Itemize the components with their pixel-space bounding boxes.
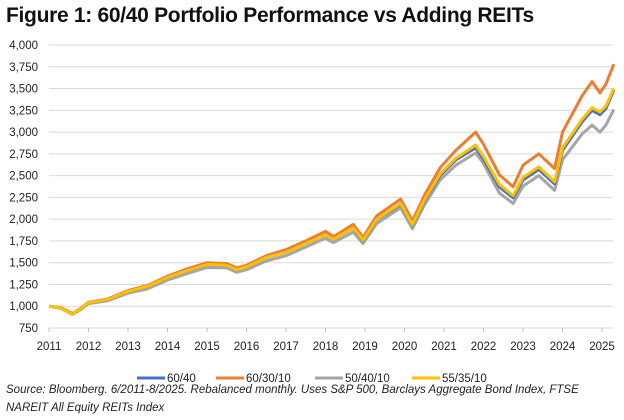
- source-note-line1: Source: Bloomberg. 6/2011-8/2025. Rebala…: [6, 384, 579, 396]
- x-tick-label: 2013: [115, 341, 141, 353]
- x-tick-label: 2016: [234, 341, 260, 353]
- x-tick-label: 2019: [352, 341, 378, 353]
- x-tick-label: 2017: [273, 341, 299, 353]
- y-tick-label: 750: [19, 323, 38, 335]
- y-tick-label: 4,000: [9, 40, 38, 52]
- y-tick-label: 2,750: [9, 149, 38, 161]
- x-tick-label: 2024: [550, 341, 576, 353]
- legend-label: 55/35/10: [442, 373, 487, 385]
- y-tick-label: 3,500: [9, 84, 38, 96]
- chart-title: Figure 1: 60/40 Portfolio Performance vs…: [6, 4, 534, 27]
- x-tick-label: 2023: [510, 341, 536, 353]
- x-tick-label: 2011: [37, 341, 62, 353]
- x-tick-label: 2012: [76, 341, 102, 353]
- series-line-55-35-10: [48, 87, 616, 316]
- y-tick-label: 1,000: [9, 301, 38, 313]
- legend-label: 50/40/10: [345, 373, 390, 385]
- y-tick-label: 2,500: [9, 171, 38, 183]
- x-tick-label: 2020: [392, 341, 418, 353]
- y-tick-label: 2,250: [9, 192, 38, 204]
- y-tick-label: 3,750: [9, 62, 38, 74]
- y-tick-label: 1,750: [9, 236, 38, 248]
- x-tick-label: 2014: [155, 341, 181, 353]
- legend-label: 60/30/10: [246, 373, 291, 385]
- series-line-50-40-10: [48, 108, 616, 316]
- series-line-60-30-10: [48, 63, 616, 316]
- x-tick-label: 2018: [313, 341, 339, 353]
- y-tick-label: 3,000: [9, 127, 38, 139]
- y-tick-label: 2,000: [9, 214, 38, 226]
- y-tick-label: 1,500: [9, 258, 38, 270]
- x-tick-label: 2015: [194, 341, 220, 353]
- series-line-60-40: [48, 89, 616, 316]
- y-tick-label: 3,250: [9, 105, 38, 117]
- legend-label: 60/40: [167, 373, 196, 385]
- x-tick-label: 2022: [471, 341, 497, 353]
- source-note-line2: NAREIT All Equity REITs Index: [6, 402, 165, 414]
- y-tick-label: 1,250: [9, 279, 38, 291]
- x-tick-label: 2025: [589, 341, 615, 353]
- x-tick-label: 2021: [431, 341, 457, 353]
